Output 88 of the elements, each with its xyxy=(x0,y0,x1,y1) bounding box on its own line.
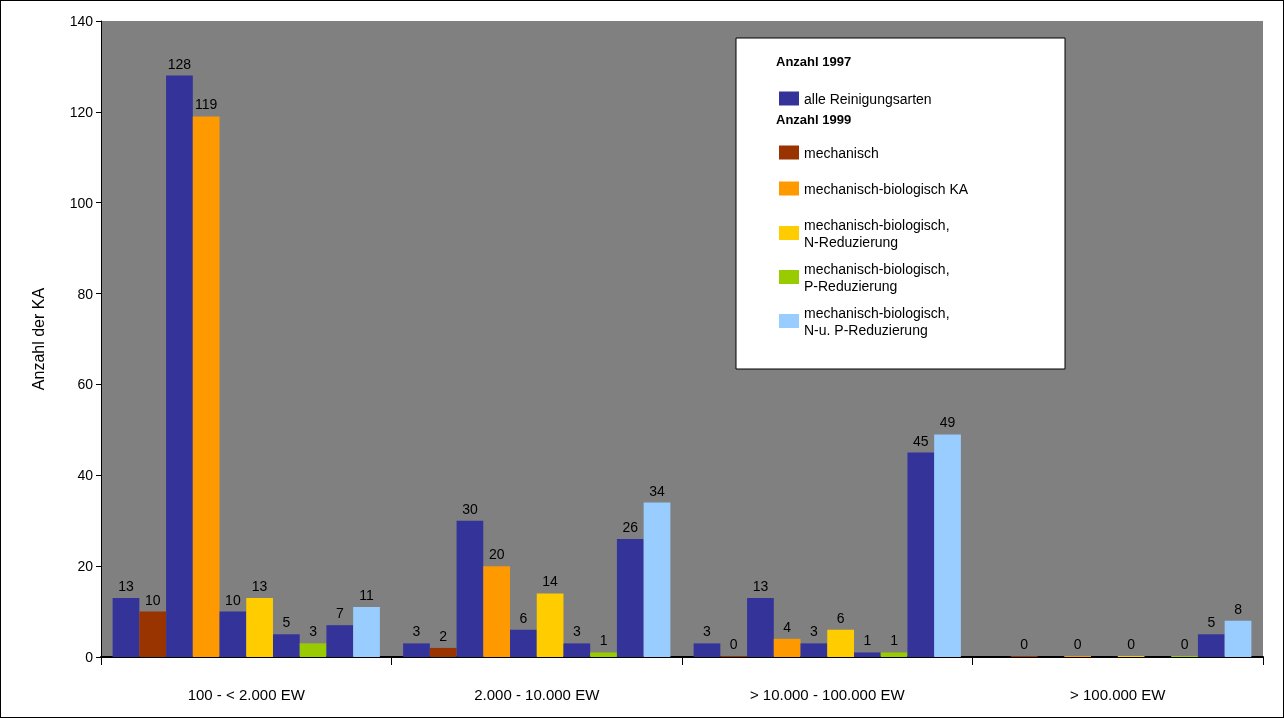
bar xyxy=(773,638,801,657)
legend-label: mechanisch-biologisch, N-u. P-Reduzierung xyxy=(804,304,950,338)
data-label: 10 xyxy=(225,591,241,608)
bar xyxy=(353,607,380,657)
bar xyxy=(429,647,457,657)
bar xyxy=(536,593,564,657)
bar xyxy=(616,538,644,657)
data-label: 5 xyxy=(282,614,291,631)
data-label: 45 xyxy=(913,432,929,449)
bar xyxy=(219,611,247,657)
bar xyxy=(272,634,300,657)
legend-label: mechanisch-biologisch, P-Reduzierung xyxy=(804,260,950,294)
data-label: 0 xyxy=(1127,636,1136,652)
legend-label: alle Reinigungsarten xyxy=(804,90,932,107)
y-tick-label: 0 xyxy=(85,649,94,665)
annotation: Anzahl 1997 xyxy=(776,54,852,69)
bar xyxy=(403,643,430,657)
data-label: 7 xyxy=(335,605,344,622)
bar xyxy=(326,625,354,657)
data-label: 1 xyxy=(599,632,608,649)
legend-label: mechanisch xyxy=(804,144,879,161)
data-label: 0 xyxy=(1180,636,1189,652)
data-label: 20 xyxy=(488,546,505,563)
data-label: 34 xyxy=(649,482,666,499)
bar xyxy=(643,502,671,657)
data-label: 49 xyxy=(939,414,956,431)
y-tick-label: 40 xyxy=(77,467,94,484)
bar xyxy=(139,611,167,657)
bar xyxy=(827,629,854,657)
bar xyxy=(590,652,617,657)
data-label: 13 xyxy=(118,577,134,594)
bar xyxy=(880,652,908,657)
data-label: 11 xyxy=(359,587,374,604)
data-label: 119 xyxy=(195,96,218,113)
data-label: 0 xyxy=(1073,636,1082,652)
data-label: 0 xyxy=(1020,636,1029,652)
data-label: 6 xyxy=(836,609,845,626)
data-label: 13 xyxy=(752,577,769,594)
y-tick-label: 20 xyxy=(77,558,94,575)
data-label: 30 xyxy=(462,500,478,517)
bar xyxy=(112,597,140,657)
x-tick-label: > 10.000 - 100.000 EW xyxy=(749,686,906,703)
y-axis-title: Anzahl der KA xyxy=(29,287,47,391)
annotation: Anzahl 1999 xyxy=(776,112,852,127)
bar xyxy=(510,629,537,657)
bar xyxy=(693,643,721,657)
x-tick-label: > 100.000 EW xyxy=(1070,686,1167,703)
legend-label: mechanisch-biologisch, N-Reduzierung xyxy=(804,216,950,250)
data-label: 3 xyxy=(309,623,318,640)
bar xyxy=(1224,620,1252,657)
y-tick-label: 140 xyxy=(69,13,94,29)
data-label: 8 xyxy=(1234,600,1243,617)
data-label: 5 xyxy=(1207,614,1216,631)
bar xyxy=(907,452,935,657)
bar xyxy=(166,75,193,657)
data-label: 14 xyxy=(542,573,559,590)
data-label: 1 xyxy=(863,632,872,649)
bar xyxy=(1197,634,1225,657)
data-label: 13 xyxy=(251,577,268,594)
bar xyxy=(853,652,881,657)
data-label: 1 xyxy=(890,632,899,649)
data-label: 2 xyxy=(439,627,448,644)
data-label: 26 xyxy=(622,518,639,535)
data-label: 6 xyxy=(519,609,528,626)
data-label: 3 xyxy=(703,623,712,640)
x-tick-label: 100 - < 2.000 EW xyxy=(187,686,306,703)
y-tick-label: 60 xyxy=(77,376,94,393)
data-label: 4 xyxy=(783,618,792,635)
bar xyxy=(747,597,774,657)
bar xyxy=(456,520,484,657)
data-label: 0 xyxy=(729,636,738,652)
bar xyxy=(246,597,273,657)
bar xyxy=(934,434,961,657)
y-tick-label: 120 xyxy=(69,103,94,120)
data-label: 3 xyxy=(572,623,581,640)
data-label: 3 xyxy=(412,623,421,640)
bar xyxy=(563,643,591,657)
bar xyxy=(192,116,220,657)
data-label: 3 xyxy=(809,623,818,640)
bar xyxy=(800,643,828,657)
bar xyxy=(299,643,327,657)
bar xyxy=(483,566,511,657)
data-label: 128 xyxy=(167,55,192,72)
data-label: 10 xyxy=(144,591,161,608)
legend-label: mechanisch-biologisch KA xyxy=(804,180,969,197)
y-tick-label: 100 xyxy=(69,194,94,211)
y-tick-label: 80 xyxy=(77,285,94,302)
x-tick-label: 2.000 - 10.000 EW xyxy=(474,686,601,703)
